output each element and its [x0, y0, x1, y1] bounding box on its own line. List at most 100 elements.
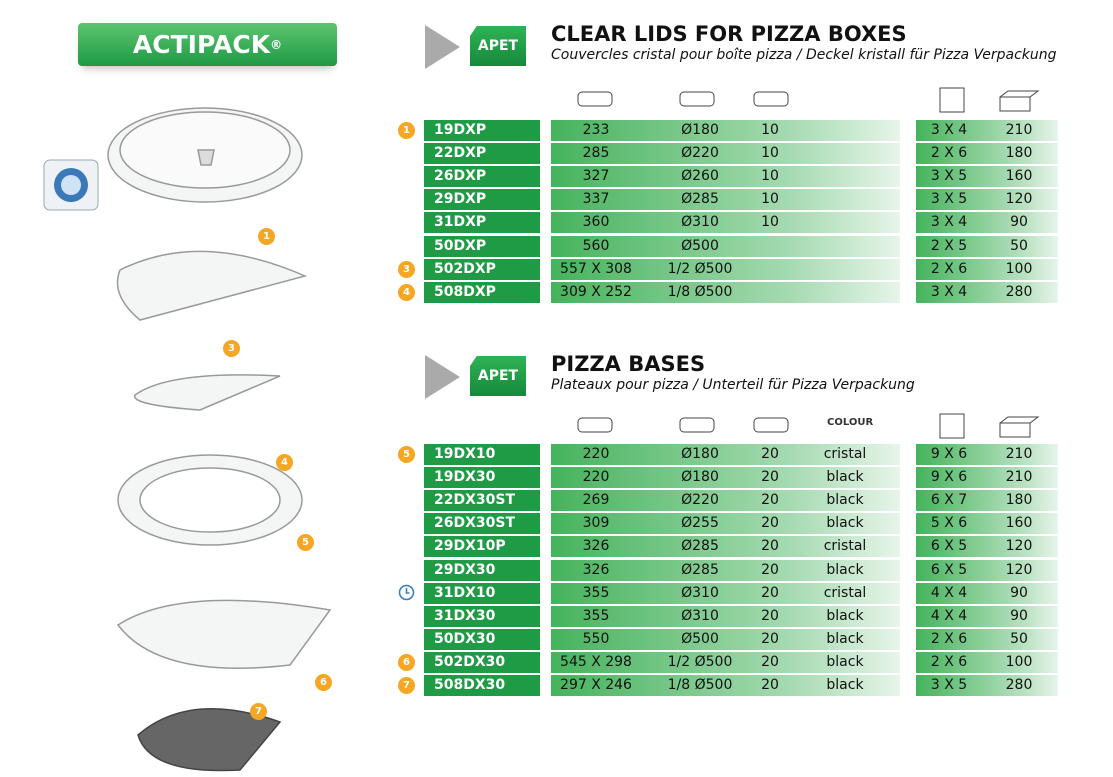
cell-size: 355 — [582, 607, 610, 624]
product-code: 22DX30ST — [424, 490, 540, 512]
row-band — [916, 605, 1058, 627]
cell-size: 269 — [582, 492, 610, 509]
cell-diameter: Ø285 — [681, 538, 719, 555]
image-callout: 7 — [250, 703, 267, 720]
product-code: 31DX30 — [424, 605, 540, 627]
cell-colour: black — [826, 607, 864, 624]
row-band — [916, 628, 1058, 650]
image-callout: 3 — [223, 340, 240, 357]
cell-height: 20 — [761, 469, 779, 486]
cell-height: 20 — [761, 607, 779, 624]
cell-colour: black — [826, 561, 864, 578]
cell-pack: 2 X 6 — [930, 260, 968, 277]
cell-size: 309 X 252 — [560, 283, 632, 300]
product-code: 19DXP — [424, 120, 540, 141]
cell-size: 557 X 308 — [560, 260, 632, 277]
cell-height: 10 — [761, 214, 779, 231]
cell-pack: 2 X 6 — [930, 653, 968, 670]
cell-pack: 4 X 4 — [930, 584, 968, 601]
row-marker: 7 — [398, 677, 415, 694]
product-code: 31DX10 — [424, 582, 540, 604]
cell-diameter: Ø260 — [681, 168, 719, 185]
cell-qty: 280 — [1005, 677, 1033, 693]
cell-qty: 210 — [1005, 446, 1033, 462]
row-band — [916, 120, 1058, 141]
cell-height: 20 — [761, 561, 779, 578]
cell-diameter: Ø220 — [681, 492, 719, 509]
product-code: 508DX30 — [424, 675, 540, 696]
product-code: 26DXP — [424, 166, 540, 188]
cell-colour: cristal — [823, 446, 867, 462]
row-band — [551, 444, 900, 465]
cell-qty: 100 — [1005, 260, 1033, 277]
row-marker: 4 — [398, 283, 415, 301]
product-code: 29DX30 — [424, 559, 540, 581]
cell-qty: 180 — [1005, 145, 1033, 162]
cell-pack: 6 X 5 — [930, 538, 968, 555]
row-band — [551, 235, 900, 257]
cell-colour: cristal — [823, 538, 867, 555]
row-band — [916, 235, 1058, 257]
cell-diameter: Ø180 — [681, 122, 719, 138]
row-band — [916, 166, 1058, 188]
cell-pack: 3 X 5 — [930, 168, 968, 185]
row-band — [916, 258, 1058, 280]
cell-colour: black — [826, 492, 864, 509]
row-band — [551, 490, 900, 512]
row-band — [551, 559, 900, 581]
image-callout: 1 — [258, 228, 275, 245]
row-band — [916, 536, 1058, 558]
row-band — [551, 605, 900, 627]
product-images — [43, 107, 332, 772]
cell-colour: black — [826, 469, 864, 486]
cell-height: 10 — [761, 191, 779, 208]
cell-size: 355 — [582, 584, 610, 601]
product-code: 508DXP — [424, 281, 540, 303]
clock-icon — [398, 584, 415, 601]
cell-height: 20 — [761, 446, 779, 462]
row-band — [916, 281, 1058, 303]
cell-height: 20 — [761, 584, 779, 601]
product-code: 29DXP — [424, 189, 540, 211]
cell-qty: 160 — [1005, 168, 1033, 185]
cell-pack: 4 X 4 — [930, 607, 968, 624]
row-band — [551, 651, 900, 673]
cell-size: 326 — [582, 538, 610, 555]
cell-qty: 50 — [1010, 237, 1028, 254]
row-band — [916, 467, 1058, 489]
row-band — [551, 536, 900, 558]
row-band — [916, 651, 1058, 673]
cell-pack: 9 X 6 — [930, 446, 968, 462]
cell-qty: 50 — [1010, 630, 1028, 647]
cell-pack: 3 X 5 — [930, 677, 968, 693]
cell-diameter: Ø285 — [681, 561, 719, 578]
cell-height: 20 — [761, 538, 779, 555]
product-code: 22DXP — [424, 143, 540, 165]
cell-diameter: Ø500 — [681, 237, 719, 254]
cell-size: 220 — [582, 469, 610, 486]
cell-pack: 6 X 7 — [930, 492, 968, 509]
cell-diameter: Ø310 — [681, 584, 719, 601]
cell-size: 360 — [582, 214, 610, 231]
section-subtitle: Plateaux pour pizza / Unterteil für Pizz… — [551, 377, 915, 393]
cell-pack: 3 X 4 — [930, 283, 968, 300]
anti-uv-icon — [43, 159, 99, 211]
product-code: 31DXP — [424, 212, 540, 234]
row-band — [916, 582, 1058, 604]
brand-button: ACTIPACK ® — [78, 23, 337, 66]
play-icons — [425, 25, 460, 399]
cell-pack: 2 X 6 — [930, 145, 968, 162]
row-band — [916, 675, 1058, 696]
cell-pack: 6 X 5 — [930, 561, 968, 578]
cell-diameter: Ø310 — [681, 607, 719, 624]
cell-pack: 3 X 5 — [930, 191, 968, 208]
cell-colour: black — [826, 653, 864, 670]
row-band — [551, 467, 900, 489]
row-band — [916, 212, 1058, 234]
product-code: 19DX10 — [424, 444, 540, 465]
cell-pack: 2 X 6 — [930, 630, 968, 647]
brand-name: ACTIPACK — [132, 30, 271, 59]
row-band — [551, 166, 900, 188]
cell-diameter: Ø220 — [681, 145, 719, 162]
